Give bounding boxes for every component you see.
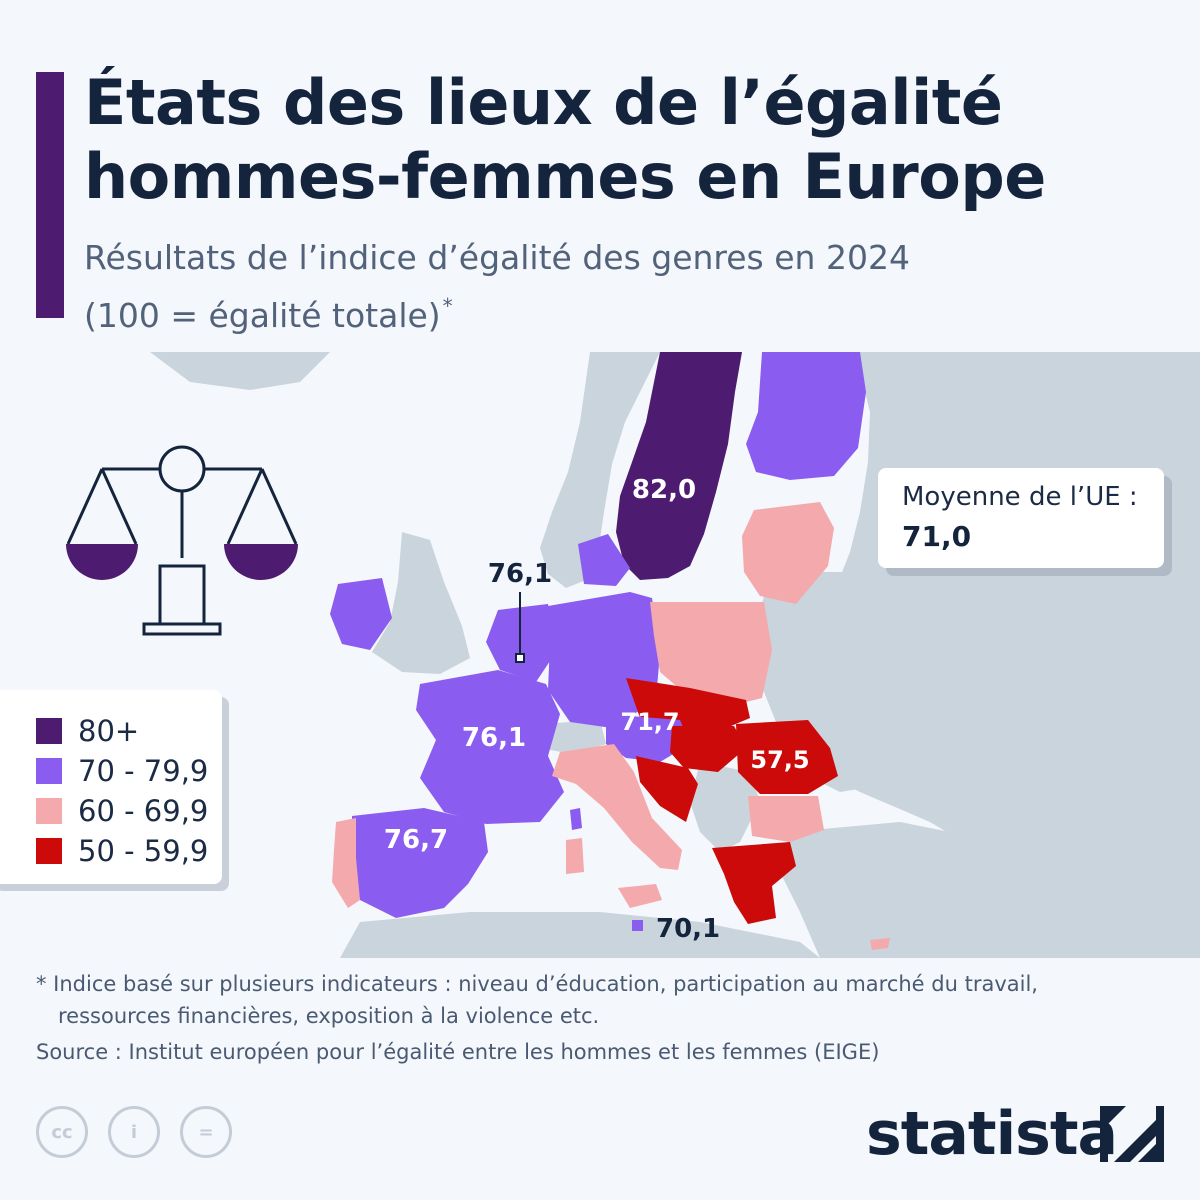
italy-shape: [552, 744, 682, 870]
subtitle-line-2: (100 = égalité totale) *: [84, 282, 1084, 340]
legend-label: 80+: [78, 714, 140, 748]
legend-swatch-80-plus: [36, 718, 62, 744]
title-line-2: hommes-femmes en Europe: [84, 140, 1046, 213]
sicily-shape: [618, 884, 662, 908]
license-icons: cc i =: [36, 1106, 252, 1162]
subtitle-line-2-text: (100 = égalité totale): [84, 296, 441, 335]
subtitle: Résultats de l’indice d’égalité des genr…: [84, 234, 1084, 340]
romania-shape: [736, 720, 838, 794]
eu-countries: [330, 352, 890, 950]
greece-shape: [712, 842, 796, 924]
austria-shape: [606, 714, 690, 762]
label-france: 76,1: [462, 723, 526, 753]
statista-mark-icon: [1100, 1106, 1164, 1162]
turkey-land: [780, 822, 1200, 958]
label-austria: 71,7: [620, 708, 679, 736]
subtitle-line-1: Résultats de l’indice d’égalité des genr…: [84, 238, 910, 277]
footnote-marker: *: [442, 294, 453, 318]
legend-label: 60 - 69,9: [78, 794, 209, 828]
uk-land: [372, 532, 470, 674]
ireland-shape: [330, 578, 392, 650]
poland-shape: [650, 602, 772, 708]
statista-logo[interactable]: statista: [866, 1098, 1166, 1170]
sardinia-shape: [566, 838, 584, 874]
switzerland-land: [540, 720, 606, 754]
label-spain: 76,7: [384, 825, 448, 855]
title-accent-bar: [36, 72, 64, 318]
france-shape: [416, 670, 564, 824]
source-text: Source : Institut européen pour l’égalit…: [36, 1040, 880, 1064]
malta-marker: [632, 920, 643, 931]
eu-average-value: 71,0: [902, 520, 972, 553]
legend-item-50: 50 - 59,9: [36, 832, 208, 870]
hungary-shape: [670, 726, 746, 772]
croatia-slovenia-shape: [636, 756, 698, 822]
baltics-shape: [742, 502, 834, 604]
spain-shape: [352, 808, 488, 918]
attribution-icon[interactable]: i: [108, 1106, 160, 1158]
legend-item-60: 60 - 69,9: [36, 792, 208, 830]
label-sweden: 82,0: [632, 475, 696, 505]
footnote-line-2: ressources financières, exposition à la …: [58, 1004, 600, 1028]
north-africa-land: [340, 912, 820, 958]
page-title: États des lieux de l’égalité hommes-femm…: [84, 66, 1164, 214]
legend-item-80-plus: 80+: [36, 712, 139, 750]
footnote: * Indice basé sur plusieurs indicateurs …: [36, 968, 1166, 1032]
balkans-land: [690, 762, 760, 852]
legend-swatch-70: [36, 758, 62, 784]
title-line-1: États des lieux de l’égalité: [84, 66, 1003, 139]
value-labels: 82,0 76,1 76,1 71,7 57,5 76,7 70,1: [384, 475, 810, 944]
sweden-shape: [616, 352, 742, 580]
legend-label: 70 - 79,9: [78, 754, 209, 788]
footnote-line-1: * Indice basé sur plusieurs indicateurs …: [36, 972, 1038, 996]
label-benelux: 76,1: [488, 559, 552, 589]
denmark-shape: [578, 534, 630, 586]
label-romania: 57,5: [750, 746, 809, 774]
legend-label: 50 - 59,9: [78, 834, 209, 868]
eu-average-label: Moyenne de l’UE :: [902, 482, 1138, 512]
bulgaria-shape: [748, 796, 824, 842]
legend-swatch-60: [36, 798, 62, 824]
brand-text: statista: [866, 1099, 1118, 1169]
portugal-shape: [332, 818, 360, 908]
corsica-shape: [570, 808, 582, 830]
eu-average-box: Moyenne de l’UE : 71,0: [878, 468, 1164, 568]
cc-icon[interactable]: cc: [36, 1106, 88, 1158]
norway-land: [540, 352, 660, 588]
legend: 80+ 70 - 79,9 60 - 69,9 50 - 59,9: [0, 690, 222, 884]
legend-item-70: 70 - 79,9: [36, 752, 208, 790]
benelux-leader-marker: [515, 653, 525, 663]
greenland-iceland-land: [150, 352, 330, 390]
label-malta: 70,1: [656, 914, 720, 944]
finland-shape: [746, 352, 866, 480]
scales-icon: [66, 445, 298, 636]
no-derivatives-icon[interactable]: =: [180, 1106, 232, 1158]
legend-swatch-50: [36, 838, 62, 864]
cyprus-shape: [870, 938, 890, 950]
